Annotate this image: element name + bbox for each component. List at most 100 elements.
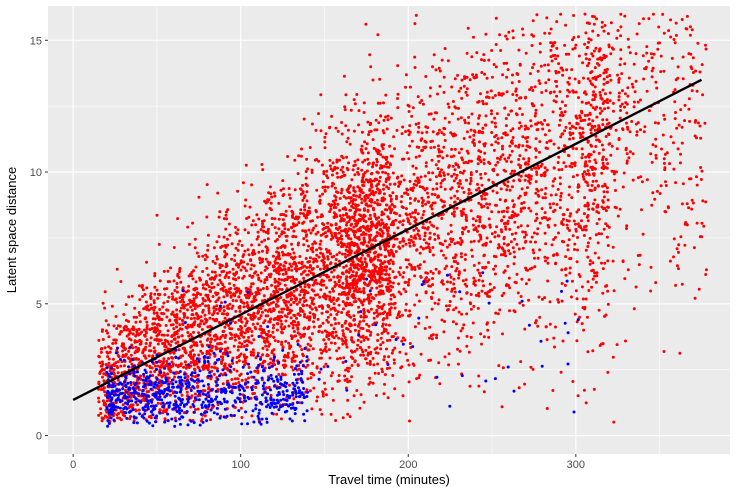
red-point xyxy=(312,320,315,324)
red-point xyxy=(478,114,481,118)
red-point xyxy=(490,143,494,147)
red-point xyxy=(642,77,646,81)
red-point xyxy=(672,38,676,41)
red-point xyxy=(458,349,462,353)
red-point xyxy=(380,331,384,335)
red-point xyxy=(306,348,310,352)
red-point xyxy=(506,68,510,72)
red-point xyxy=(678,161,682,165)
red-point xyxy=(186,316,189,320)
red-point xyxy=(581,172,585,176)
red-point xyxy=(606,370,610,374)
red-point xyxy=(588,122,592,126)
red-point xyxy=(548,31,551,35)
red-point xyxy=(323,185,327,189)
red-point xyxy=(331,334,334,338)
red-point xyxy=(375,231,379,234)
red-point xyxy=(448,304,451,308)
red-point xyxy=(332,289,335,293)
red-point xyxy=(683,243,687,247)
red-point xyxy=(464,160,468,164)
red-point xyxy=(214,345,218,349)
red-point xyxy=(385,288,389,292)
red-point xyxy=(379,153,383,157)
red-point xyxy=(389,223,393,227)
red-point xyxy=(431,333,435,337)
red-point xyxy=(546,279,550,283)
red-point xyxy=(501,366,505,370)
red-point xyxy=(413,197,417,201)
red-point xyxy=(374,118,378,122)
red-point xyxy=(587,117,591,121)
red-point xyxy=(501,144,504,148)
red-point xyxy=(434,267,438,271)
red-point xyxy=(564,273,568,277)
red-point xyxy=(519,224,523,228)
red-point xyxy=(315,395,319,399)
red-point xyxy=(697,287,701,291)
red-point xyxy=(601,267,605,271)
red-point xyxy=(153,285,157,289)
red-point xyxy=(386,234,390,238)
red-point xyxy=(517,163,521,167)
red-point xyxy=(244,198,248,202)
red-point xyxy=(580,111,584,115)
red-point xyxy=(531,89,535,92)
red-point xyxy=(414,179,418,183)
red-point xyxy=(602,29,606,33)
red-point xyxy=(365,142,369,146)
red-point xyxy=(237,265,240,269)
red-point xyxy=(299,335,303,339)
red-point xyxy=(465,93,469,97)
red-point xyxy=(672,141,675,145)
red-point xyxy=(379,343,383,347)
red-point xyxy=(209,340,213,344)
red-point xyxy=(456,163,460,167)
red-point xyxy=(290,242,293,246)
red-point xyxy=(115,327,119,330)
red-point xyxy=(543,63,547,67)
red-point xyxy=(384,180,388,184)
red-point xyxy=(211,259,215,263)
red-point xyxy=(435,187,439,191)
red-point xyxy=(246,231,250,235)
red-point xyxy=(482,284,485,288)
red-point xyxy=(331,398,335,402)
red-point xyxy=(273,194,277,198)
red-point xyxy=(557,300,561,304)
red-point xyxy=(97,413,101,417)
red-point xyxy=(612,289,616,293)
red-point xyxy=(258,316,262,320)
red-point xyxy=(138,320,142,324)
red-point xyxy=(375,234,379,238)
red-point xyxy=(245,343,249,347)
red-point xyxy=(566,153,570,157)
red-point xyxy=(395,194,398,198)
red-point xyxy=(526,224,530,228)
red-point xyxy=(284,261,288,265)
red-point xyxy=(477,374,481,378)
red-point xyxy=(602,82,606,86)
red-point xyxy=(516,291,520,295)
red-point xyxy=(606,302,610,306)
red-point xyxy=(553,345,556,349)
red-point xyxy=(287,300,290,304)
red-point xyxy=(675,126,679,130)
red-point xyxy=(530,86,533,89)
red-point xyxy=(100,419,104,423)
red-point xyxy=(508,144,512,148)
red-point xyxy=(352,98,356,102)
red-point xyxy=(317,159,321,163)
red-point xyxy=(405,207,408,211)
red-point xyxy=(501,147,504,151)
red-point xyxy=(344,368,348,372)
red-point xyxy=(611,245,615,249)
red-point xyxy=(340,311,344,314)
red-point xyxy=(595,105,599,109)
red-point xyxy=(298,293,302,297)
red-point xyxy=(344,264,348,268)
red-point xyxy=(315,282,319,285)
red-point xyxy=(552,253,556,257)
red-point xyxy=(421,102,425,106)
red-point xyxy=(614,170,618,174)
